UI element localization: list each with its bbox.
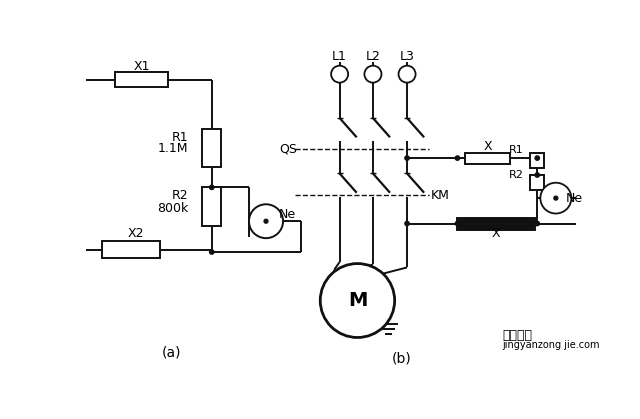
Text: R2: R2 — [172, 189, 189, 202]
Circle shape — [532, 221, 537, 226]
Text: QS: QS — [279, 142, 296, 155]
Text: X1: X1 — [134, 60, 150, 73]
Circle shape — [399, 66, 415, 83]
Bar — [531, 153, 544, 168]
Circle shape — [320, 264, 395, 337]
Circle shape — [540, 183, 572, 214]
Text: M: M — [348, 291, 367, 310]
Circle shape — [209, 185, 214, 189]
Text: L3: L3 — [399, 50, 415, 63]
Circle shape — [535, 156, 540, 160]
Circle shape — [405, 156, 409, 160]
Circle shape — [535, 221, 540, 226]
Text: Ne: Ne — [566, 191, 583, 204]
Text: (a): (a) — [162, 346, 181, 360]
Circle shape — [554, 196, 558, 200]
Circle shape — [364, 66, 381, 83]
Text: R1: R1 — [509, 145, 524, 155]
Text: Ne: Ne — [279, 208, 296, 221]
Circle shape — [578, 221, 582, 226]
Circle shape — [264, 219, 268, 223]
Text: X: X — [492, 227, 500, 240]
Bar — [458, 218, 535, 230]
Bar — [465, 153, 510, 164]
Circle shape — [455, 156, 460, 160]
Text: 经验总结: 经验总结 — [502, 328, 532, 341]
Circle shape — [535, 173, 540, 177]
Bar — [115, 72, 168, 87]
Circle shape — [405, 221, 409, 226]
Text: X2: X2 — [127, 227, 144, 240]
Text: 1.1M: 1.1M — [158, 142, 189, 155]
Text: R2: R2 — [508, 170, 524, 180]
Text: (b): (b) — [392, 351, 412, 365]
Bar — [531, 175, 544, 190]
Circle shape — [455, 221, 460, 226]
Circle shape — [249, 204, 283, 238]
Text: L1: L1 — [332, 50, 347, 63]
Bar — [202, 187, 221, 226]
Text: KM: KM — [430, 189, 449, 202]
Text: R1: R1 — [172, 131, 189, 144]
Circle shape — [331, 66, 348, 83]
Text: jingyanzong jie.com: jingyanzong jie.com — [502, 340, 600, 350]
Text: 800k: 800k — [157, 202, 189, 215]
Bar — [102, 241, 160, 258]
Text: X: X — [483, 140, 492, 153]
Circle shape — [209, 250, 214, 254]
Bar — [202, 129, 221, 167]
Text: L2: L2 — [365, 50, 380, 63]
